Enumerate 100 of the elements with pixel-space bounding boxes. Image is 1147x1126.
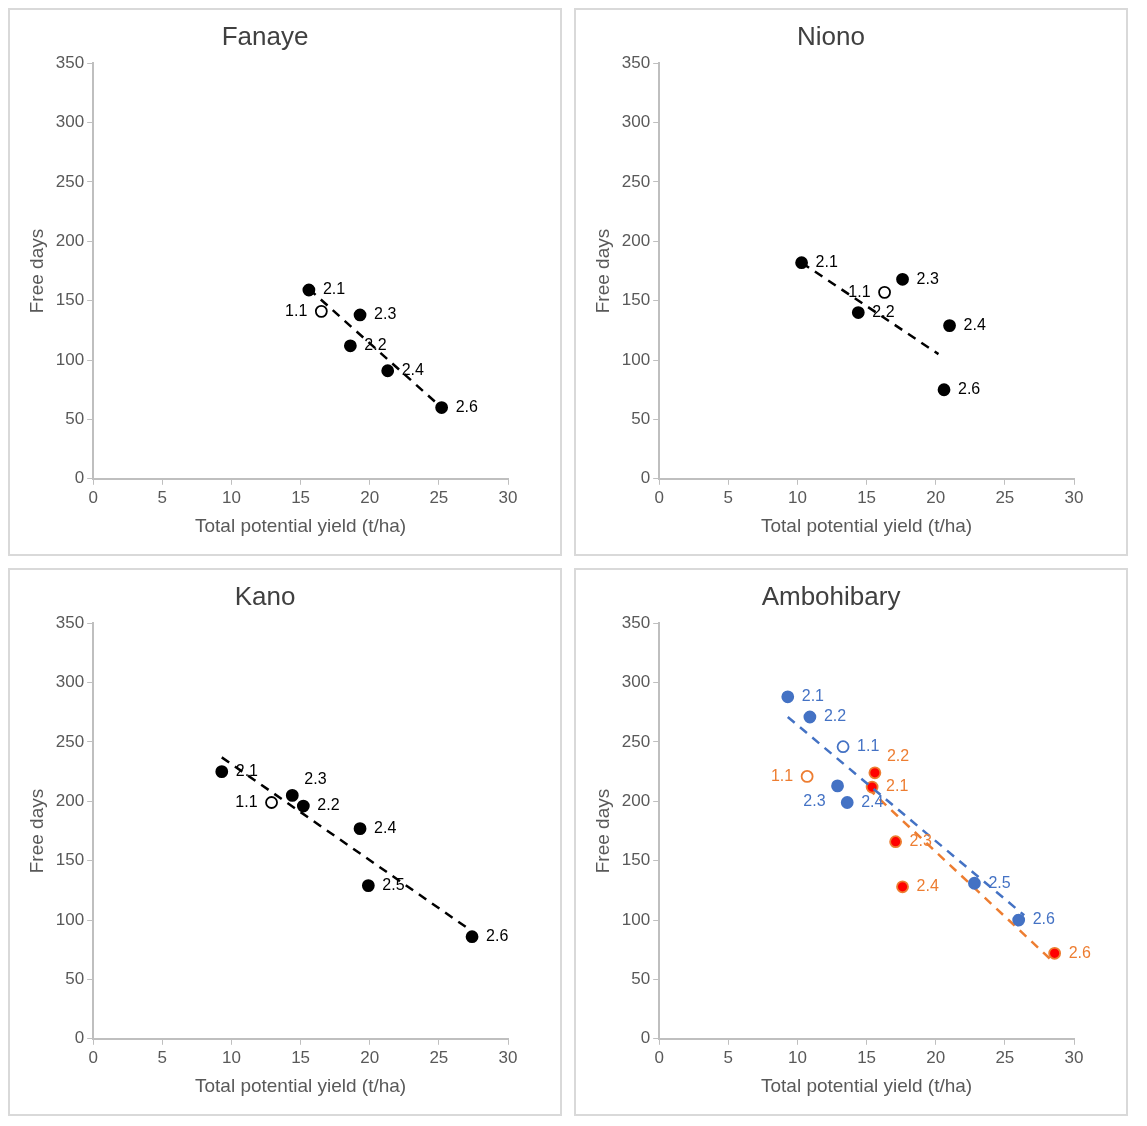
x-tick-label: 20 — [926, 1047, 946, 1067]
annotation: 2.2 — [317, 796, 340, 814]
annotation: 2.6 — [486, 927, 509, 945]
x-tick-label: 5 — [157, 487, 168, 507]
y-tick-label: 350 — [55, 52, 85, 72]
point — [314, 304, 328, 318]
y-tick-label: 200 — [55, 791, 85, 810]
y-tick-label: 350 — [621, 612, 651, 632]
x-tick-label: 30 — [1064, 487, 1084, 507]
chart-title: Kano — [234, 580, 296, 611]
x-tick-label: 0 — [88, 487, 98, 507]
point — [381, 364, 395, 378]
x-tick-label: 15 — [291, 487, 311, 507]
y-tick-label: 200 — [621, 791, 651, 810]
annotation: 2.5 — [382, 876, 405, 894]
y-tick-label: 100 — [621, 349, 651, 369]
y-axis-title: Free days — [591, 788, 613, 874]
x-tick-label: 0 — [88, 1047, 98, 1067]
annotation: 2.2 — [872, 302, 895, 320]
x-tick-label: 0 — [654, 1047, 664, 1067]
y-tick-label: 200 — [55, 231, 85, 250]
annotation: 2.4 — [963, 316, 986, 334]
point — [836, 740, 850, 754]
y-tick-label: 300 — [621, 112, 651, 132]
annotation: 2.1 — [235, 762, 259, 780]
annotation: 2.3 — [374, 305, 397, 323]
x-tick-label: 0 — [654, 487, 664, 507]
y-tick-label: 200 — [621, 231, 651, 250]
annotation: 2.6 — [455, 397, 478, 415]
x-tick-label: 25 — [995, 1047, 1015, 1067]
x-tick-label: 15 — [857, 487, 877, 507]
annotation: 2.4 — [374, 819, 397, 837]
point — [851, 306, 865, 319]
x-tick-label: 15 — [291, 1047, 311, 1067]
y-tick-label: 100 — [621, 909, 651, 929]
point — [937, 383, 951, 397]
annotation: 2.3 — [304, 769, 327, 787]
annotation: 2.1 — [815, 253, 838, 271]
y-axis-title: Free days — [25, 788, 47, 874]
point — [215, 765, 229, 779]
y-tick-label: 50 — [65, 409, 85, 429]
point — [889, 835, 903, 849]
x-tick-label: 20 — [926, 487, 946, 507]
x-tick-label: 25 — [995, 487, 1015, 507]
chart-title: Fanaye — [221, 20, 309, 51]
x-tick-label: 30 — [498, 1047, 518, 1067]
point — [285, 788, 299, 802]
annotation: 2.1 — [322, 280, 346, 298]
annotation: 1.1 — [848, 282, 871, 300]
annotation: 2.2 — [823, 707, 847, 725]
x-tick-label: 5 — [157, 1047, 168, 1067]
annotation: 2.3 — [916, 269, 939, 287]
x-tick-label: 10 — [787, 487, 807, 507]
annotation: 2.3 — [909, 832, 932, 850]
y-tick-label: 250 — [55, 171, 85, 191]
y-tick-label: 50 — [65, 969, 85, 989]
point — [435, 401, 449, 414]
point — [800, 769, 814, 783]
y-tick-label: 250 — [621, 731, 651, 751]
annotation: 2.4 — [916, 877, 939, 895]
point — [302, 283, 316, 297]
point — [353, 822, 367, 836]
y-tick-label: 300 — [55, 672, 85, 692]
annotation: 2.6 — [1032, 910, 1056, 928]
point — [1012, 913, 1026, 927]
point — [353, 308, 367, 322]
y-tick-label: 250 — [55, 731, 85, 751]
y-tick-label: 150 — [55, 850, 85, 870]
chart-title: Niono — [797, 20, 865, 51]
y-tick-label: 150 — [621, 290, 651, 310]
point — [343, 339, 357, 353]
x-tick-label: 25 — [429, 1047, 449, 1067]
annotation: 2.2 — [364, 336, 387, 354]
annotation: 1.1 — [857, 737, 880, 755]
x-tick-label: 5 — [723, 487, 734, 507]
point — [878, 285, 891, 299]
y-tick-label: 300 — [55, 112, 85, 132]
y-axis-title: Free days — [25, 228, 47, 314]
y-tick-label: 0 — [74, 1028, 85, 1048]
y-tick-label: 350 — [55, 612, 85, 632]
x-tick-label: 30 — [498, 487, 518, 507]
point — [296, 799, 310, 813]
x-tick-label: 25 — [429, 487, 449, 507]
annotation: 2.2 — [886, 747, 910, 765]
x-tick-label: 10 — [787, 1047, 807, 1067]
x-axis-title: Total potential yield (t/ha) — [194, 1074, 407, 1096]
point — [465, 930, 479, 944]
x-tick-label: 20 — [360, 1047, 380, 1067]
x-axis-title: Total potential yield (t/ha) — [194, 514, 407, 536]
y-tick-label: 300 — [621, 672, 651, 692]
annotation: 2.4 — [401, 361, 425, 379]
y-tick-label: 50 — [631, 409, 651, 429]
annotation: 1.1 — [235, 792, 258, 810]
point — [896, 880, 909, 894]
annotation: 2.5 — [988, 873, 1011, 891]
point — [968, 876, 981, 890]
point — [781, 690, 795, 704]
point — [896, 272, 909, 286]
y-tick-label: 0 — [640, 1028, 651, 1048]
annotation: 2.6 — [958, 380, 981, 398]
